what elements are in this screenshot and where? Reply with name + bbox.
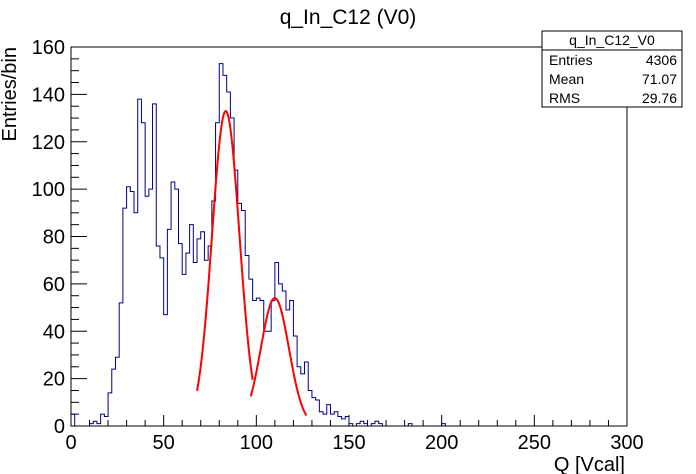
y-tick-label: 140 — [32, 84, 65, 106]
stats-mean-value: 71.07 — [642, 71, 677, 87]
fit-curve-1 — [196, 109, 254, 392]
y-tick-label: 40 — [43, 321, 65, 343]
y-tick-label: 100 — [32, 179, 65, 201]
stats-rms-value: 29.76 — [642, 90, 677, 106]
x-tick-label: 250 — [518, 432, 551, 454]
stats-mean-label: Mean — [549, 71, 584, 87]
x-tick-label: 50 — [153, 432, 175, 454]
y-axis-label: Entries/bin — [0, 47, 21, 142]
stats-box-frame — [541, 30, 683, 108]
stats-box-title: q_In_C12_V0 — [569, 32, 655, 48]
stats-rms-label: RMS — [549, 90, 580, 106]
histogram-series — [70, 63, 627, 427]
y-tick-label: 0 — [54, 416, 65, 438]
x-tick-label: 200 — [425, 432, 458, 454]
y-tick-label: 20 — [43, 369, 65, 391]
y-tick-label: 160 — [32, 37, 65, 59]
x-tick-label: 100 — [240, 432, 273, 454]
chart-title: q_In_C12 (V0) — [280, 6, 417, 29]
y-tick-label: 60 — [43, 274, 65, 296]
x-tick-label: 0 — [65, 432, 76, 454]
stats-box: q_In_C12_V0 Entries 4306 Mean 71.07 RMS … — [541, 30, 683, 108]
fit-curve-2 — [249, 297, 308, 417]
y-tick-label: 120 — [32, 132, 65, 154]
plot-frame — [70, 46, 628, 427]
stats-entries-label: Entries — [549, 52, 593, 68]
y-tick-label: 80 — [43, 227, 65, 249]
tick-layer: 0 50 100 150 200 250 300 0 20 40 60 80 100 120 140 160 — [32, 37, 644, 454]
x-tick-label: 150 — [332, 432, 365, 454]
stats-entries-value: 4306 — [646, 52, 677, 68]
x-axis-label: Q [Vcal] — [554, 454, 625, 474]
fit-layer — [196, 109, 308, 417]
x-tick-label: 300 — [610, 432, 643, 454]
